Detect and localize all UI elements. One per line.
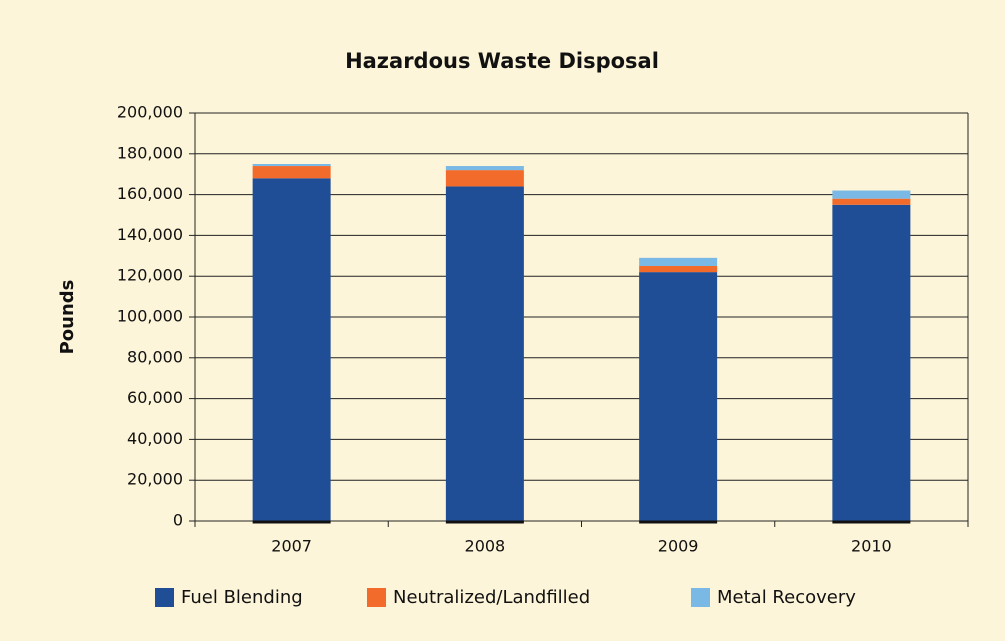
y-tick-label: 0	[173, 511, 183, 530]
legend-swatch	[155, 588, 174, 607]
y-tick-label: 80,000	[127, 347, 183, 366]
legend-swatch	[367, 588, 386, 607]
y-tick-label: 100,000	[117, 307, 183, 326]
x-tick-label: 2010	[851, 537, 892, 556]
bar-segment	[252, 164, 331, 167]
legend-label: Fuel Blending	[181, 587, 303, 608]
bar-segment	[445, 186, 524, 521]
bar-segment	[832, 190, 911, 199]
legend-swatch	[691, 588, 710, 607]
bar-segment	[445, 166, 524, 171]
bar-segment	[639, 257, 718, 266]
y-tick-label: 140,000	[117, 225, 183, 244]
x-tick-label: 2008	[465, 537, 506, 556]
bar-segment	[832, 198, 911, 205]
x-tick-label: 2009	[658, 537, 699, 556]
y-tick-label: 200,000	[117, 103, 183, 122]
x-tick-label: 2007	[271, 537, 312, 556]
y-tick-label: 20,000	[127, 470, 183, 489]
bar-segment	[252, 166, 331, 179]
bar-segment	[639, 272, 718, 521]
y-tick-label: 160,000	[117, 184, 183, 203]
legend-label: Neutralized/Landfilled	[393, 587, 590, 608]
y-tick-label: 120,000	[117, 266, 183, 285]
y-tick-label: 60,000	[127, 388, 183, 407]
bar-segment	[252, 178, 331, 521]
bar-segment	[445, 170, 524, 187]
bar-segment	[639, 266, 718, 273]
y-tick-label: 40,000	[127, 429, 183, 448]
legend-label: Metal Recovery	[717, 587, 856, 608]
bar-segment	[832, 204, 911, 522]
chart-title: Hazardous Waste Disposal	[345, 49, 659, 73]
y-axis-label: Pounds	[57, 280, 78, 355]
y-tick-label: 180,000	[117, 143, 183, 162]
